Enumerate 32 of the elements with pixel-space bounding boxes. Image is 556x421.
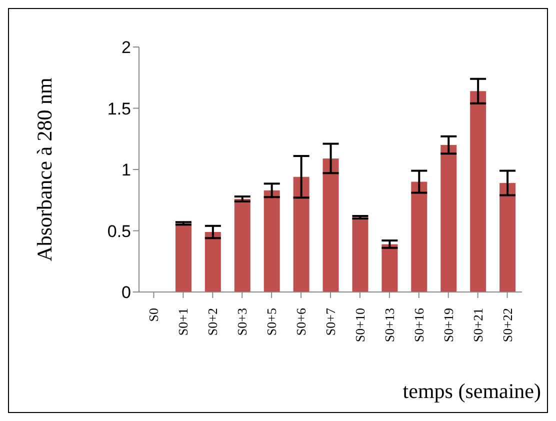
bar (293, 176, 310, 292)
bar (322, 158, 339, 292)
x-axis-title: temps (semaine) (402, 379, 541, 404)
x-tick-label: S0+22 (500, 308, 515, 342)
y-tick-label: 1.5 (107, 99, 131, 118)
x-tick-label: S0+2 (205, 308, 220, 336)
bar (352, 217, 368, 292)
x-tick-label: S0+10 (352, 308, 368, 342)
x-tick-label: S0+6 (294, 308, 309, 336)
x-tick-label: S0+21 (470, 308, 486, 342)
y-tick-label: 2 (122, 38, 131, 58)
x-tick-label: S0+16 (411, 308, 426, 342)
x-tick-label: S0+1 (176, 308, 191, 336)
bar (440, 145, 457, 292)
x-tick-label: S0+5 (264, 308, 280, 336)
x-tick-label: S0+3 (234, 308, 250, 336)
y-axis-title: Absorbance à 280 nm (32, 78, 56, 262)
bar (470, 91, 486, 292)
y-tick-label: 0.5 (107, 222, 131, 241)
x-tick-label: S0+7 (323, 308, 338, 336)
x-tick-label: S0+19 (440, 308, 456, 342)
x-tick-label: S0 (146, 308, 162, 322)
y-tick-label: 1 (122, 160, 131, 180)
bar (175, 223, 192, 292)
bar (264, 190, 280, 292)
bar (204, 232, 221, 292)
x-tick-label: S0+13 (382, 308, 397, 342)
y-tick-label: 0 (122, 283, 131, 302)
bar (234, 198, 250, 292)
bar (500, 182, 516, 292)
bar (382, 244, 398, 292)
bar (411, 182, 428, 292)
